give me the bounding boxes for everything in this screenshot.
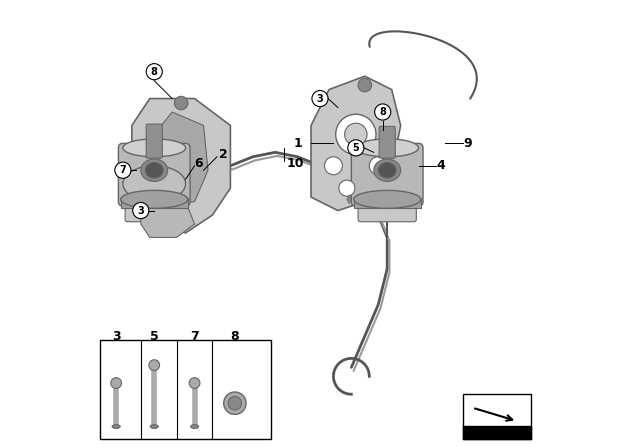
Text: 7: 7: [190, 330, 199, 343]
Circle shape: [335, 114, 376, 155]
Ellipse shape: [191, 425, 198, 428]
Circle shape: [174, 96, 188, 110]
Text: 461110: 461110: [479, 431, 515, 441]
Circle shape: [369, 157, 387, 175]
Circle shape: [348, 140, 364, 156]
FancyBboxPatch shape: [146, 124, 163, 158]
FancyBboxPatch shape: [351, 143, 423, 206]
Ellipse shape: [378, 163, 396, 178]
Text: 5: 5: [150, 330, 159, 343]
Text: 5: 5: [353, 143, 359, 153]
Text: 1: 1: [293, 137, 302, 150]
Bar: [121, 198, 188, 208]
Circle shape: [312, 90, 328, 107]
Circle shape: [228, 396, 242, 410]
Circle shape: [146, 64, 163, 80]
Ellipse shape: [112, 425, 120, 428]
Circle shape: [374, 104, 391, 120]
Polygon shape: [154, 112, 208, 206]
Text: 4: 4: [436, 159, 445, 172]
Ellipse shape: [123, 166, 186, 202]
FancyBboxPatch shape: [118, 143, 190, 206]
Circle shape: [115, 162, 131, 178]
Text: 2: 2: [220, 148, 228, 161]
Polygon shape: [141, 193, 195, 237]
Circle shape: [111, 378, 122, 388]
Ellipse shape: [374, 159, 401, 181]
Ellipse shape: [121, 190, 188, 208]
Circle shape: [344, 123, 367, 146]
FancyBboxPatch shape: [358, 199, 417, 222]
FancyBboxPatch shape: [379, 126, 396, 158]
FancyBboxPatch shape: [125, 199, 184, 222]
Text: 7: 7: [120, 165, 126, 175]
Text: 8: 8: [230, 330, 239, 343]
Text: 6: 6: [195, 157, 203, 170]
Bar: [100, 340, 271, 439]
Circle shape: [224, 392, 246, 414]
Circle shape: [149, 360, 159, 370]
Ellipse shape: [123, 139, 186, 157]
Ellipse shape: [353, 190, 421, 208]
Circle shape: [189, 378, 200, 388]
Text: 8: 8: [151, 67, 157, 77]
Ellipse shape: [145, 163, 163, 178]
Bar: [353, 198, 421, 208]
Circle shape: [339, 180, 355, 196]
Polygon shape: [132, 99, 230, 233]
Circle shape: [358, 78, 372, 92]
Text: 3: 3: [317, 94, 323, 103]
Text: 9: 9: [463, 137, 472, 150]
Text: 10: 10: [287, 157, 304, 170]
Text: 8: 8: [380, 107, 386, 117]
Text: 3: 3: [138, 206, 144, 215]
Ellipse shape: [356, 139, 419, 157]
Polygon shape: [347, 195, 351, 204]
Circle shape: [324, 157, 342, 175]
Ellipse shape: [141, 159, 168, 181]
Text: 3: 3: [112, 330, 120, 343]
Polygon shape: [311, 76, 401, 211]
Circle shape: [132, 202, 149, 219]
Ellipse shape: [150, 425, 158, 428]
Bar: [463, 394, 531, 439]
